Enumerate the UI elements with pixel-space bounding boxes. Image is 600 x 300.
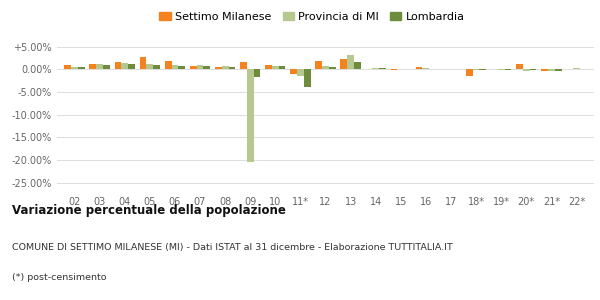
Bar bbox=[329, 67, 335, 69]
Bar bbox=[190, 66, 197, 69]
Bar bbox=[548, 69, 555, 71]
Bar bbox=[229, 67, 235, 69]
Bar bbox=[573, 68, 580, 69]
Bar bbox=[272, 66, 279, 69]
Bar bbox=[354, 62, 361, 69]
Bar bbox=[498, 69, 505, 70]
Bar bbox=[466, 69, 473, 76]
Bar bbox=[71, 67, 78, 69]
Bar bbox=[505, 69, 511, 70]
Bar bbox=[96, 64, 103, 69]
Bar bbox=[115, 61, 121, 69]
Bar bbox=[78, 68, 85, 69]
Bar bbox=[322, 66, 329, 69]
Bar bbox=[89, 64, 96, 69]
Bar bbox=[128, 64, 135, 69]
Bar bbox=[279, 66, 286, 69]
Bar bbox=[140, 58, 146, 69]
Bar bbox=[523, 69, 530, 70]
Bar bbox=[64, 65, 71, 69]
Bar bbox=[530, 69, 536, 70]
Text: (*) post-censimento: (*) post-censimento bbox=[12, 273, 107, 282]
Bar bbox=[422, 68, 429, 69]
Bar bbox=[146, 64, 153, 69]
Bar bbox=[340, 59, 347, 69]
Bar bbox=[203, 66, 210, 69]
Bar bbox=[103, 65, 110, 69]
Bar bbox=[197, 65, 203, 69]
Bar bbox=[172, 65, 178, 69]
Bar bbox=[391, 69, 397, 70]
Bar bbox=[541, 69, 548, 70]
Bar bbox=[165, 61, 172, 69]
Bar bbox=[215, 67, 222, 69]
Bar bbox=[290, 69, 297, 74]
Bar bbox=[416, 67, 422, 69]
Text: COMUNE DI SETTIMO MILANESE (MI) - Dati ISTAT al 31 dicembre - Elaborazione TUTTI: COMUNE DI SETTIMO MILANESE (MI) - Dati I… bbox=[12, 243, 453, 252]
Legend: Settimo Milanese, Provincia di MI, Lombardia: Settimo Milanese, Provincia di MI, Lomba… bbox=[155, 7, 469, 26]
Bar bbox=[297, 69, 304, 76]
Bar bbox=[254, 69, 260, 77]
Bar bbox=[479, 69, 486, 70]
Bar bbox=[379, 68, 386, 69]
Bar bbox=[372, 68, 379, 69]
Text: Variazione percentuale della popolazione: Variazione percentuale della popolazione bbox=[12, 204, 286, 217]
Bar bbox=[240, 62, 247, 69]
Bar bbox=[516, 64, 523, 69]
Bar bbox=[304, 69, 311, 86]
Bar bbox=[222, 66, 229, 69]
Bar bbox=[247, 69, 254, 163]
Bar bbox=[121, 63, 128, 69]
Bar bbox=[265, 65, 272, 69]
Bar bbox=[178, 66, 185, 69]
Bar bbox=[555, 69, 562, 70]
Bar bbox=[153, 65, 160, 69]
Bar bbox=[347, 55, 354, 69]
Bar bbox=[316, 61, 322, 69]
Bar bbox=[473, 69, 479, 70]
